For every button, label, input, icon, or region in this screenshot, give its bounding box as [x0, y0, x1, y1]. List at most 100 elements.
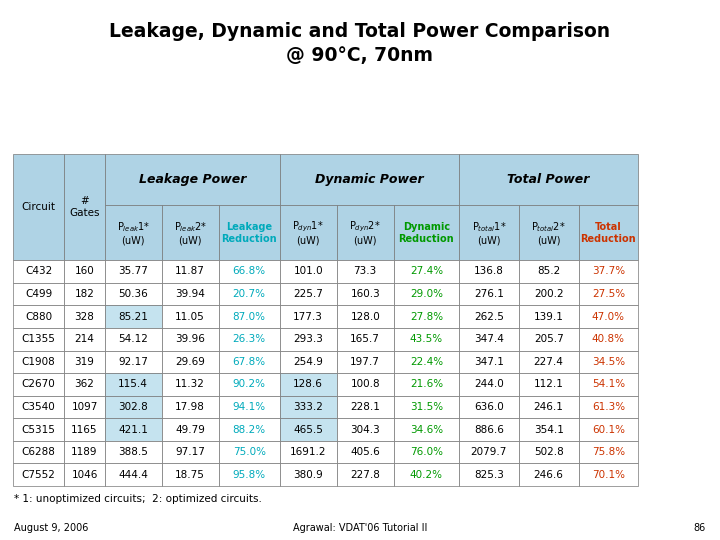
- Text: 43.5%: 43.5%: [410, 334, 443, 344]
- Bar: [13, 418, 64, 441]
- Bar: [519, 328, 579, 350]
- Bar: [459, 260, 519, 283]
- Text: 54.1%: 54.1%: [592, 380, 625, 389]
- Bar: [459, 463, 519, 486]
- Text: 11.87: 11.87: [175, 266, 205, 276]
- Bar: [64, 441, 104, 463]
- Bar: [280, 154, 459, 205]
- Text: 29.0%: 29.0%: [410, 289, 443, 299]
- Bar: [280, 283, 337, 305]
- Text: C7552: C7552: [22, 470, 55, 480]
- Bar: [219, 328, 280, 350]
- Bar: [394, 260, 459, 283]
- Bar: [280, 205, 337, 260]
- Bar: [579, 463, 638, 486]
- Bar: [337, 373, 394, 396]
- Text: C880: C880: [25, 312, 53, 322]
- Text: 205.7: 205.7: [534, 334, 564, 344]
- Text: 35.77: 35.77: [118, 266, 148, 276]
- Text: 94.1%: 94.1%: [233, 402, 266, 412]
- Text: 11.32: 11.32: [175, 380, 205, 389]
- Text: 228.1: 228.1: [351, 402, 380, 412]
- Bar: [337, 396, 394, 418]
- Bar: [394, 418, 459, 441]
- Text: C6288: C6288: [22, 447, 55, 457]
- Bar: [459, 328, 519, 350]
- Text: 636.0: 636.0: [474, 402, 504, 412]
- Text: 115.4: 115.4: [118, 380, 148, 389]
- Bar: [162, 463, 219, 486]
- Bar: [104, 463, 162, 486]
- Text: 73.3: 73.3: [354, 266, 377, 276]
- Bar: [394, 305, 459, 328]
- Bar: [459, 373, 519, 396]
- Bar: [394, 396, 459, 418]
- Bar: [64, 463, 104, 486]
- Bar: [394, 373, 459, 396]
- Text: P$_{dyn}$2*
(uW): P$_{dyn}$2* (uW): [349, 220, 381, 246]
- Text: 75.0%: 75.0%: [233, 447, 266, 457]
- Text: Leakage Power: Leakage Power: [138, 173, 246, 186]
- Bar: [219, 463, 280, 486]
- Text: 47.0%: 47.0%: [592, 312, 625, 322]
- Text: 34.6%: 34.6%: [410, 424, 443, 435]
- Text: 405.6: 405.6: [351, 447, 380, 457]
- Bar: [394, 441, 459, 463]
- Text: 95.8%: 95.8%: [233, 470, 266, 480]
- Bar: [519, 418, 579, 441]
- Bar: [280, 441, 337, 463]
- Bar: [280, 418, 337, 441]
- Bar: [162, 350, 219, 373]
- Text: 1691.2: 1691.2: [290, 447, 326, 457]
- Text: 293.3: 293.3: [293, 334, 323, 344]
- Text: Leakage
Reduction: Leakage Reduction: [221, 222, 277, 244]
- Bar: [579, 305, 638, 328]
- Text: P$_{leak}$2*
(uW): P$_{leak}$2* (uW): [174, 220, 207, 246]
- Bar: [13, 350, 64, 373]
- Text: 26.3%: 26.3%: [233, 334, 266, 344]
- Bar: [394, 328, 459, 350]
- Bar: [519, 260, 579, 283]
- Text: 97.17: 97.17: [175, 447, 205, 457]
- Text: 2079.7: 2079.7: [471, 447, 507, 457]
- Bar: [280, 305, 337, 328]
- Bar: [459, 350, 519, 373]
- Text: C2670: C2670: [22, 380, 55, 389]
- Bar: [219, 260, 280, 283]
- Text: 254.9: 254.9: [293, 357, 323, 367]
- Text: 380.9: 380.9: [293, 470, 323, 480]
- Text: 27.8%: 27.8%: [410, 312, 443, 322]
- Text: Agrawal: VDAT'06 Tutorial II: Agrawal: VDAT'06 Tutorial II: [293, 523, 427, 533]
- Text: C1355: C1355: [22, 334, 55, 344]
- Bar: [64, 418, 104, 441]
- Text: 11.05: 11.05: [175, 312, 205, 322]
- Bar: [394, 283, 459, 305]
- Bar: [104, 154, 280, 205]
- Text: C5315: C5315: [22, 424, 55, 435]
- Text: 444.4: 444.4: [118, 470, 148, 480]
- Bar: [13, 154, 64, 260]
- Bar: [162, 283, 219, 305]
- Text: 39.96: 39.96: [175, 334, 205, 344]
- Text: 88.2%: 88.2%: [233, 424, 266, 435]
- Bar: [162, 441, 219, 463]
- Bar: [162, 305, 219, 328]
- Text: 39.94: 39.94: [175, 289, 205, 299]
- Text: 177.3: 177.3: [293, 312, 323, 322]
- Bar: [519, 373, 579, 396]
- Text: 1189: 1189: [71, 447, 98, 457]
- Text: 200.2: 200.2: [534, 289, 564, 299]
- Bar: [219, 373, 280, 396]
- Bar: [64, 396, 104, 418]
- Bar: [13, 305, 64, 328]
- Text: 85.21: 85.21: [118, 312, 148, 322]
- Bar: [394, 463, 459, 486]
- Text: 244.0: 244.0: [474, 380, 504, 389]
- Bar: [579, 396, 638, 418]
- Bar: [280, 463, 337, 486]
- Text: 49.79: 49.79: [175, 424, 205, 435]
- Text: 34.5%: 34.5%: [592, 357, 625, 367]
- Text: 40.8%: 40.8%: [592, 334, 625, 344]
- Bar: [13, 283, 64, 305]
- Text: 136.8: 136.8: [474, 266, 504, 276]
